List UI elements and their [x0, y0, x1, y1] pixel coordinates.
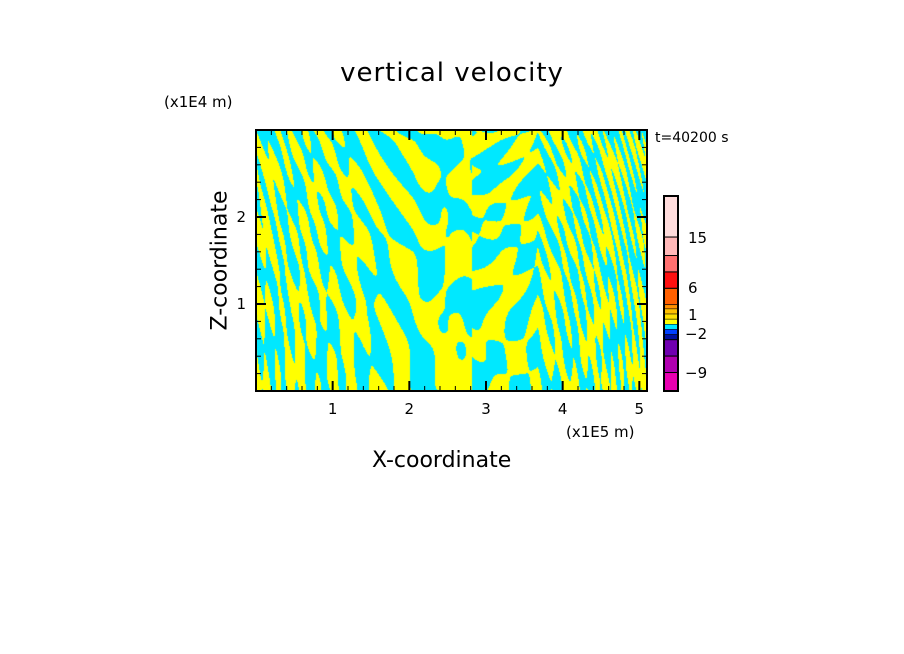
colorbar-segment — [663, 334, 679, 340]
chart-title: vertical velocity — [340, 58, 564, 88]
colorbar-segment — [663, 236, 679, 257]
colorbar-segment — [663, 304, 679, 310]
colorbar-tick-label: −9 — [685, 364, 708, 382]
colorbar-segment — [663, 355, 679, 374]
colorbar-frame — [663, 195, 679, 392]
x-tick-label: 1 — [327, 400, 338, 418]
y-tick-label: 2 — [236, 208, 246, 226]
colorbar-segment — [663, 329, 679, 335]
x-tick-label: 2 — [404, 400, 415, 418]
colorbar-segment — [663, 339, 679, 357]
x-unit-label: (x1E5 m) — [566, 423, 635, 441]
colorbar-segment — [663, 271, 679, 289]
colorbar-segment — [663, 372, 679, 392]
x-tick-label: 5 — [634, 400, 645, 418]
colorbar-segment — [663, 324, 679, 330]
x-tick-label: 4 — [557, 400, 568, 418]
colorbar-segment — [663, 318, 679, 325]
colorbar-segment — [663, 255, 679, 273]
colorbar-segment — [663, 308, 679, 315]
colorbar-segment — [663, 195, 679, 238]
heatmap-field — [256, 130, 647, 391]
colorbar-tick-label: 6 — [688, 279, 698, 297]
x-axis-label: X-coordinate — [372, 448, 512, 473]
x-tick-label: 3 — [481, 400, 491, 418]
time-annotation: t=40200 s — [655, 130, 729, 146]
colorbar-tick-label: 1 — [688, 306, 698, 324]
colorbar-segment — [663, 313, 679, 320]
plot-frame — [255, 129, 648, 392]
colorbar-tick-label: −2 — [685, 325, 708, 343]
y-unit-label: (x1E4 m) — [164, 93, 233, 111]
y-tick-label: 1 — [236, 295, 246, 313]
colorbar-segment — [663, 287, 679, 306]
colorbar-tick-label: 15 — [688, 229, 708, 247]
